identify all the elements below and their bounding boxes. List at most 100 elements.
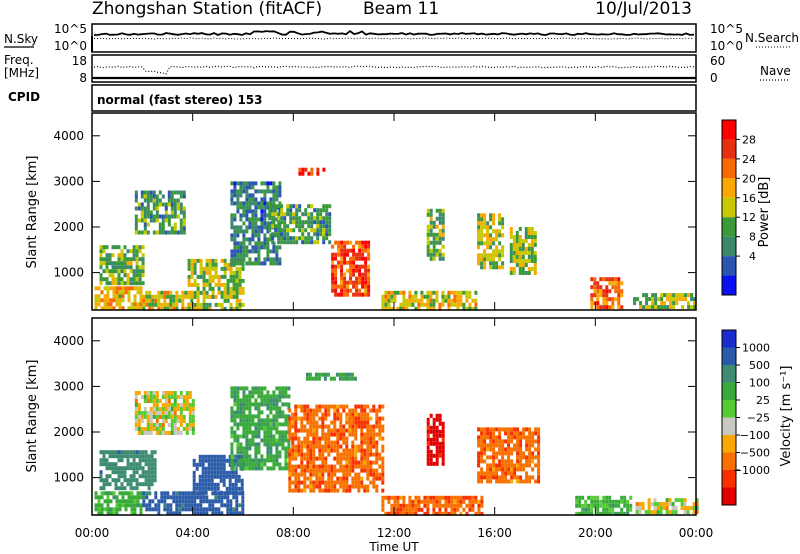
vel-cell [181, 499, 185, 504]
power-cell [245, 181, 249, 186]
power-cell [340, 272, 344, 277]
vel-cell [120, 474, 124, 479]
power-cell [238, 290, 242, 295]
vel-cell [369, 480, 373, 485]
vel-cell [193, 495, 197, 500]
vel-cell [275, 442, 279, 447]
vel-cell [311, 376, 315, 381]
power-cell [251, 213, 255, 218]
power-cell [242, 257, 246, 262]
vel-cell [167, 403, 171, 407]
power-cell [229, 302, 233, 307]
power-cell [441, 208, 445, 213]
power-cell [182, 226, 186, 231]
power-cell [94, 298, 98, 303]
vel-cell [297, 448, 301, 453]
power-cell [289, 240, 293, 245]
vel-cell [239, 466, 243, 471]
power-cell [509, 267, 513, 271]
power-cell [429, 306, 433, 311]
vel-cell [513, 475, 517, 480]
power-cell [328, 216, 332, 221]
vel-cell [324, 480, 328, 485]
power-cell [245, 197, 249, 202]
nsky-tick-bottom: 10^0 [54, 39, 87, 53]
power-cell [486, 241, 490, 246]
power-cell [530, 267, 534, 271]
vel-cell [195, 486, 199, 491]
power-cell [387, 294, 391, 299]
vel-cell [242, 414, 246, 419]
vel-cell [150, 454, 154, 459]
vel-cell [303, 428, 307, 433]
power-cell [148, 290, 152, 295]
vel-cell [126, 462, 130, 467]
power-cell [105, 261, 109, 266]
vel-cell [191, 415, 195, 419]
power-cell [121, 286, 125, 291]
power-cell [605, 297, 609, 302]
vel-cell [109, 491, 113, 496]
power-cell [251, 249, 255, 254]
vel-cell [590, 511, 594, 516]
vel-cell [344, 372, 348, 377]
vel-cell [237, 474, 241, 479]
vel-cell [644, 510, 648, 515]
power-cell [251, 221, 255, 226]
colorbar-tick-label: 1000 [742, 342, 770, 355]
y-tick-label: 2000 [53, 425, 84, 439]
power-cell [179, 202, 183, 207]
power-cell [120, 253, 124, 258]
power-cell [193, 262, 197, 267]
vel-cell [275, 410, 279, 415]
vel-cell [528, 439, 532, 444]
vel-cell [375, 444, 379, 449]
power-cell [367, 292, 371, 297]
vel-cell [315, 428, 319, 433]
vel-cell [348, 416, 352, 421]
power-cell [381, 294, 385, 299]
vel-cell [492, 471, 496, 476]
vel-cell [309, 472, 313, 477]
nsky-panel-frame [91, 23, 697, 53]
power-cell [459, 294, 463, 299]
vel-cell [692, 506, 696, 511]
vel-cell [155, 431, 159, 435]
vel-cell [251, 442, 255, 447]
vel-cell [207, 478, 211, 483]
vel-cell [318, 484, 322, 489]
power-cell [352, 256, 356, 261]
vel-cell [150, 450, 154, 455]
power-cell [141, 269, 145, 274]
power-cell [599, 289, 603, 294]
vel-cell [118, 499, 122, 504]
vel-cell [148, 503, 152, 508]
vel-cell [300, 408, 304, 413]
vel-cell [173, 411, 177, 415]
power-cell [254, 209, 258, 214]
power-cell [140, 194, 144, 199]
power-cell [533, 231, 537, 235]
vel-cell [369, 460, 373, 465]
vel-cell [196, 511, 200, 516]
vel-cell [157, 503, 161, 508]
vel-cell [366, 440, 370, 445]
vel-cell [492, 451, 496, 456]
vel-cell [309, 452, 313, 457]
power-cell [181, 294, 185, 299]
vel-cell [263, 462, 267, 467]
power-cell [108, 253, 112, 258]
power-cell [319, 208, 323, 213]
power-cell [310, 212, 314, 217]
power-cell [687, 305, 691, 310]
vel-cell [629, 503, 633, 508]
power-cell [355, 276, 359, 281]
vel-cell [528, 435, 532, 440]
vel-cell [254, 454, 258, 459]
vel-cell [147, 474, 151, 479]
vel-cell [507, 455, 511, 460]
power-cell [361, 284, 365, 289]
vel-cell [333, 428, 337, 433]
vel-cell [198, 490, 202, 495]
vel-cell [245, 438, 249, 443]
